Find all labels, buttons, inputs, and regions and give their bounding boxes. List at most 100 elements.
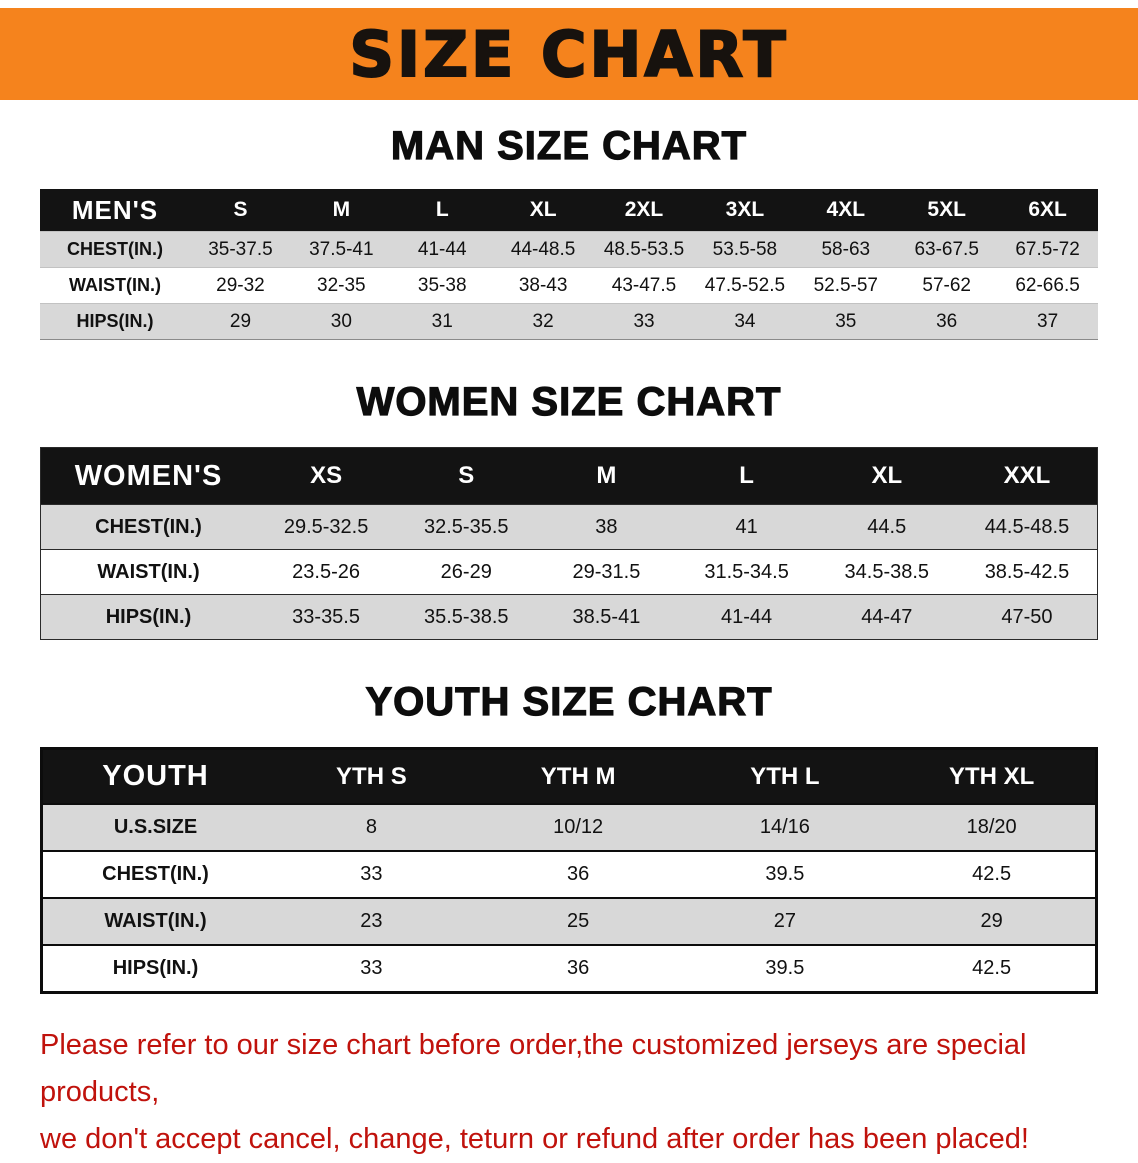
value-cell: 35.5-38.5 xyxy=(424,605,509,628)
value-cell: 36 xyxy=(567,863,590,885)
value-cell: 32.5-35.5 xyxy=(424,515,509,538)
table-row: CHEST(IN.) 33 36 39.5 42.5 xyxy=(43,850,1095,897)
value-cell: 23 xyxy=(360,910,383,932)
value-cell: 38.5-42.5 xyxy=(984,560,1070,583)
value-cell: 58-63 xyxy=(821,238,871,260)
value-cell: 38.5-41 xyxy=(572,605,641,628)
column-header: L xyxy=(435,198,449,221)
value-cell: 44-47 xyxy=(861,605,913,628)
value-cell: 30 xyxy=(330,310,352,332)
value-cell: 33 xyxy=(633,310,655,332)
value-cell: 48.5-53.5 xyxy=(603,238,685,260)
column-header: YTH M xyxy=(540,762,616,790)
value-cell: 36 xyxy=(567,957,590,979)
table-row: WAIST(IN.) 29-32 32-35 35-38 38-43 43-47.5 47.… xyxy=(40,267,1098,303)
row-label: HIPS(IN.) xyxy=(76,311,154,331)
value-cell: 38-43 xyxy=(518,274,568,296)
youth-section: YOUTH SIZE CHART YOUTH YTH S YTH M YTH L YTH… xyxy=(0,679,1138,994)
value-cell: 26-29 xyxy=(440,560,492,583)
column-header: YTH XL xyxy=(948,762,1035,790)
women-size-table: WOMEN'S XS S M L XL XXL CHEST(IN.) 29.5-32.5 32.5… xyxy=(40,447,1098,640)
value-cell: 31.5-34.5 xyxy=(704,560,789,583)
value-cell: 36 xyxy=(936,310,958,332)
value-cell: 32 xyxy=(532,310,554,332)
value-cell: 37.5-41 xyxy=(309,238,374,260)
value-cell: 33-35.5 xyxy=(292,605,360,628)
value-cell: 29-32 xyxy=(216,274,265,296)
page-title: SIZE CHART xyxy=(348,17,789,92)
column-header: 2XL xyxy=(624,198,664,221)
row-label: CHEST(IN.) xyxy=(67,239,163,259)
value-cell: 63-67.5 xyxy=(914,238,979,260)
men-section: MAN SIZE CHART MEN'S S M L XL 2XL 3XL 4XL 5XL 6XL… xyxy=(0,123,1138,340)
value-cell: 35 xyxy=(835,310,857,332)
value-cell: 52.5-57 xyxy=(813,274,879,296)
value-cell: 44.5 xyxy=(867,515,907,538)
value-cell: 39.5 xyxy=(765,957,805,979)
column-header: 3XL xyxy=(725,198,765,221)
row-label: U.S.SIZE xyxy=(113,816,198,838)
value-cell: 62-66.5 xyxy=(1015,274,1080,296)
table-row: HIPS(IN.) 29 30 31 32 33 34 35 36 37 xyxy=(40,303,1098,339)
row-label: HIPS(IN.) xyxy=(112,957,199,979)
column-header: XXL xyxy=(1003,462,1051,489)
value-cell: 29 xyxy=(229,310,252,332)
disclaimer: Please refer to our size chart before or… xyxy=(40,1022,1108,1163)
table-row: CHEST(IN.) 35-37.5 37.5-41 41-44 44-48.5 48.5… xyxy=(40,231,1098,267)
value-cell: 18/20 xyxy=(966,816,1017,838)
table-title: YOUTH xyxy=(102,760,209,792)
column-header: 6XL xyxy=(1028,198,1067,221)
column-header: S xyxy=(458,462,475,489)
value-cell: 29 xyxy=(980,910,1003,932)
value-cell: 35-37.5 xyxy=(208,238,273,260)
value-cell: 33 xyxy=(360,863,383,885)
row-label: WAIST(IN.) xyxy=(69,275,161,295)
value-cell: 29.5-32.5 xyxy=(283,515,369,538)
value-cell: 39.5 xyxy=(765,863,805,885)
table-header-row: YOUTH YTH S YTH M YTH L YTH XL xyxy=(43,750,1095,803)
column-header: L xyxy=(739,462,754,489)
row-label: HIPS(IN.) xyxy=(105,605,192,628)
column-header: S xyxy=(233,198,248,221)
table-row: HIPS(IN.) 33 36 39.5 42.5 xyxy=(43,944,1095,991)
value-cell: 32-35 xyxy=(317,274,366,296)
youth-size-table: YOUTH YTH S YTH M YTH L YTH XL U.S.SIZE 8 10/12… xyxy=(40,747,1098,994)
value-cell: 44-48.5 xyxy=(510,238,576,260)
value-cell: 34 xyxy=(734,310,756,332)
table-row: WAIST(IN.) 23.5-26 26-29 29-31.5 31.5-34.5 34… xyxy=(41,549,1097,594)
table-header-row: WOMEN'S XS S M L XL XXL xyxy=(41,448,1097,504)
men-section-heading: MAN SIZE CHART xyxy=(390,123,748,168)
column-header: XS xyxy=(310,462,343,489)
value-cell: 38 xyxy=(595,515,618,538)
women-section-heading: WOMEN SIZE CHART xyxy=(356,379,782,424)
size-chart-page: SIZE CHART MAN SIZE CHART MEN'S S M L XL 2XL 3… xyxy=(0,8,1138,1163)
table-header-row: MEN'S S M L XL 2XL 3XL 4XL 5XL 6XL xyxy=(40,189,1098,231)
banner: SIZE CHART xyxy=(0,8,1138,100)
value-cell: 37 xyxy=(1037,310,1059,332)
column-header: M xyxy=(596,462,617,489)
value-cell: 35-38 xyxy=(417,274,467,296)
table-row: U.S.SIZE 8 10/12 14/16 18/20 xyxy=(43,803,1095,850)
men-size-table: MEN'S S M L XL 2XL 3XL 4XL 5XL 6XL CHEST(IN.) 35-37… xyxy=(40,189,1098,340)
value-cell: 41-44 xyxy=(417,238,467,260)
column-header: 5XL xyxy=(927,198,966,221)
value-cell: 47.5-52.5 xyxy=(704,274,786,296)
value-cell: 53.5-58 xyxy=(712,238,778,260)
row-label: CHEST(IN.) xyxy=(95,515,202,538)
table-row: WAIST(IN.) 23 25 27 29 xyxy=(43,897,1095,944)
column-header: YTH L xyxy=(750,762,820,790)
table-title: WOMEN'S xyxy=(74,459,223,492)
disclaimer-line-2: we don't accept cancel, change, teturn o… xyxy=(40,1123,1029,1155)
row-label: CHEST(IN.) xyxy=(102,863,209,885)
disclaimer-line-1: Please refer to our size chart before or… xyxy=(40,1029,1027,1108)
value-cell: 14/16 xyxy=(759,816,810,838)
row-label: WAIST(IN.) xyxy=(97,560,200,583)
table-row: HIPS(IN.) 33-35.5 35.5-38.5 38.5-41 41-44 44-… xyxy=(41,594,1097,639)
value-cell: 41 xyxy=(735,515,758,538)
column-header: YTH S xyxy=(336,762,407,790)
youth-section-heading: YOUTH SIZE CHART xyxy=(365,679,773,724)
column-header: 4XL xyxy=(826,198,866,221)
value-cell: 33 xyxy=(360,957,383,979)
value-cell: 67.5-72 xyxy=(1015,238,1080,260)
column-header: XL xyxy=(871,462,903,489)
